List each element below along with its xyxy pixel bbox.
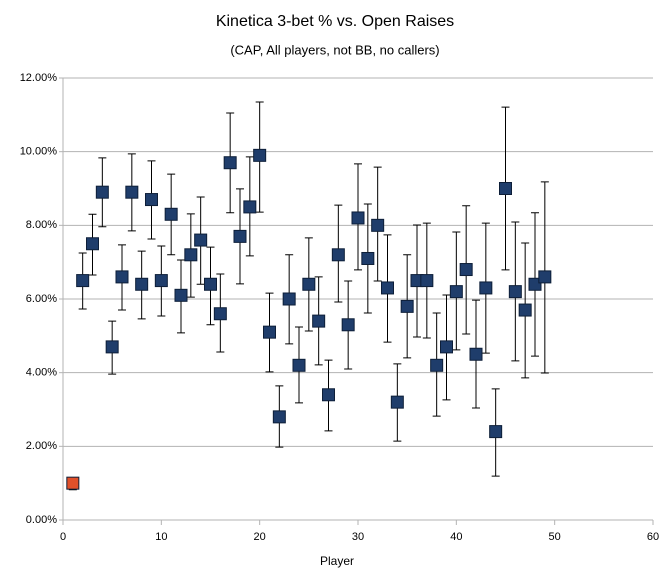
marker bbox=[223, 156, 237, 170]
y-tick-label: 10.00% bbox=[20, 146, 58, 158]
marker bbox=[282, 292, 296, 306]
marker bbox=[469, 347, 483, 361]
marker bbox=[528, 277, 542, 291]
marker bbox=[508, 285, 522, 299]
y-tick-label: 12.00% bbox=[20, 72, 58, 84]
marker bbox=[95, 185, 109, 199]
marker bbox=[381, 281, 394, 295]
marker bbox=[184, 248, 198, 262]
marker bbox=[312, 314, 326, 328]
marker bbox=[125, 185, 139, 199]
chart-title: Kinetica 3-bet % vs. Open Raises bbox=[216, 13, 454, 30]
marker bbox=[105, 340, 119, 354]
marker bbox=[243, 200, 257, 214]
y-tick-label: 2.00% bbox=[26, 440, 57, 452]
marker bbox=[164, 207, 178, 221]
marker bbox=[400, 299, 414, 313]
marker bbox=[430, 358, 444, 372]
chart-subtitle: (CAP, All players, not BB, no callers) bbox=[230, 42, 439, 57]
marker bbox=[479, 281, 493, 295]
marker bbox=[420, 274, 434, 288]
marker bbox=[292, 358, 306, 372]
marker bbox=[263, 325, 276, 339]
marker bbox=[331, 248, 345, 262]
x-tick-label: 40 bbox=[450, 531, 462, 543]
marker bbox=[499, 182, 512, 195]
marker bbox=[518, 303, 532, 317]
y-tick-label: 4.00% bbox=[26, 367, 57, 379]
marker bbox=[253, 148, 267, 162]
x-axis-label: Player bbox=[320, 554, 354, 568]
marker bbox=[449, 285, 463, 299]
marker bbox=[115, 270, 129, 284]
marker bbox=[194, 233, 208, 247]
x-tick-label: 60 bbox=[647, 531, 659, 543]
marker bbox=[351, 211, 365, 225]
marker bbox=[341, 318, 355, 332]
marker bbox=[459, 263, 473, 277]
x-tick-label: 0 bbox=[60, 531, 66, 543]
y-tick-label: 8.00% bbox=[26, 219, 57, 231]
marker bbox=[233, 229, 247, 243]
marker bbox=[145, 193, 158, 207]
marker bbox=[371, 218, 385, 232]
marker bbox=[538, 270, 552, 284]
marker bbox=[86, 237, 99, 251]
y-tick-label: 0.00% bbox=[26, 514, 57, 526]
marker bbox=[154, 274, 168, 288]
marker bbox=[302, 277, 316, 291]
marker bbox=[135, 277, 149, 291]
marker bbox=[390, 395, 404, 409]
x-tick-label: 50 bbox=[549, 531, 561, 543]
x-tick-label: 10 bbox=[155, 531, 167, 543]
marker bbox=[272, 410, 286, 424]
marker bbox=[204, 277, 217, 291]
marker bbox=[213, 307, 227, 321]
marker bbox=[66, 476, 80, 490]
x-tick-label: 20 bbox=[254, 531, 266, 543]
marker bbox=[361, 251, 375, 265]
y-tick-label: 6.00% bbox=[26, 293, 57, 305]
x-tick-label: 30 bbox=[352, 531, 364, 543]
marker bbox=[322, 388, 335, 402]
marker bbox=[489, 425, 503, 439]
marker bbox=[76, 274, 90, 288]
marker bbox=[174, 288, 188, 302]
marker bbox=[440, 340, 453, 354]
